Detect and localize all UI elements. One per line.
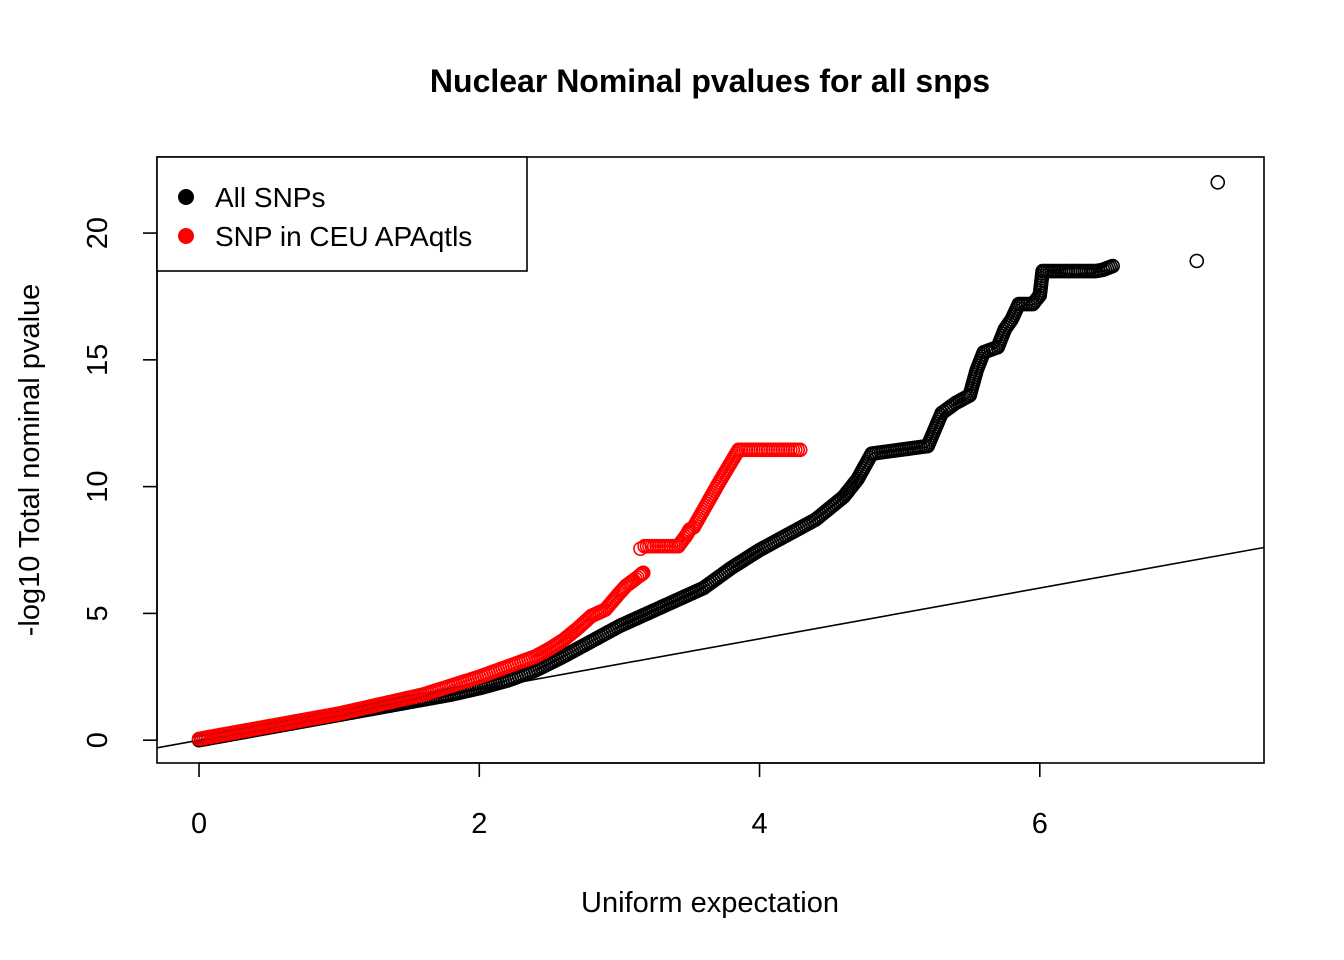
x-axis-label: Uniform expectation <box>581 887 839 919</box>
y-tick-label: 5 <box>82 605 114 621</box>
y-axis-label: -log10 Total nominal pvalue <box>14 284 46 637</box>
x-tick-label: 6 <box>1032 808 1048 840</box>
y-tick-label: 15 <box>82 344 114 376</box>
y-tick-label: 10 <box>82 470 114 502</box>
legend-marker-ceu-apaqtls <box>178 228 194 244</box>
series-1 <box>191 442 808 747</box>
data-point <box>633 567 649 583</box>
legend-label-all-snps: All SNPs <box>215 182 325 213</box>
data-point <box>1105 258 1120 274</box>
legend-box <box>156 156 528 272</box>
legend: All SNPs SNP in CEU APAqtls <box>156 156 528 272</box>
data-point <box>1210 175 1226 190</box>
x-tick-label: 2 <box>471 808 487 840</box>
legend-label-ceu-apaqtls: SNP in CEU APAqtls <box>215 221 472 252</box>
chart-title: Nuclear Nominal pvalues for all snps <box>430 63 990 99</box>
x-axis: 0 2 4 6 <box>191 762 1048 840</box>
y-axis: 0 5 10 15 20 <box>82 217 158 748</box>
x-tick-label: 4 <box>751 808 767 840</box>
y-tick-label: 20 <box>82 217 114 249</box>
legend-marker-all-snps <box>178 189 194 205</box>
data-point <box>792 442 808 458</box>
y-tick-label: 0 <box>82 732 114 748</box>
data-point <box>635 566 650 581</box>
data-point <box>632 568 647 584</box>
data-point <box>1189 253 1205 269</box>
plot-area <box>157 175 1264 749</box>
x-tick-label: 0 <box>191 808 207 840</box>
